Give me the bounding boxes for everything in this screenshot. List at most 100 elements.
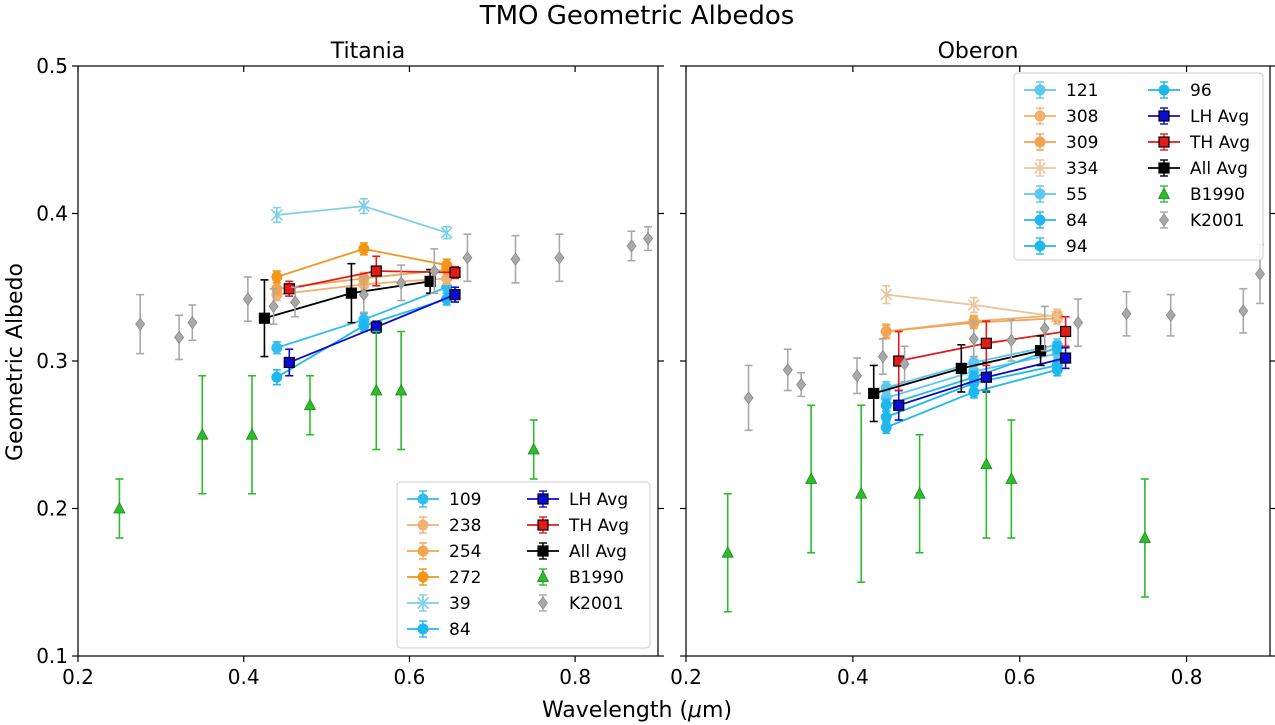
oberon-legend-entry-94-marker [1034, 240, 1046, 252]
titania-legend-entry-all-avg: All Avg [527, 542, 627, 562]
oberon-legend-entry-96-label: 96 [1190, 81, 1212, 101]
oberon-series-b1990-point [855, 486, 868, 499]
titania-legend: 109 238 254 272 39 84 LH Avg TH Avg All Avg B1990… [396, 481, 651, 649]
oberon-series-lh-avg-point [1059, 352, 1072, 364]
oberon-axes: 0.2 0.4 0.6 0.8 [670, 65, 1275, 689]
titania-legend-entry-272-label: 272 [449, 568, 481, 588]
oberon-legend-entry-334: 334 [1024, 159, 1098, 179]
oberon-series-k2001-point [782, 363, 793, 377]
titania-legend-entry-all-avg-label: All Avg [569, 542, 627, 562]
titania-series-272-point [271, 271, 283, 283]
titania-legend-entry-th-avg-label: TH Avg [568, 516, 629, 536]
titania-series-k2001-point [554, 251, 565, 265]
titania-xtick-label: 0.6 [394, 665, 426, 689]
oberon-legend-entry-55: 55 [1024, 185, 1088, 205]
oberon-series-k2001-point [1073, 315, 1084, 330]
oberon-legend-entry-lh-avg: LH Avg [1148, 107, 1249, 127]
oberon-series-96-point [880, 399, 892, 411]
titania-series-109-point [271, 342, 283, 354]
oberon-series-k2001-point [796, 377, 807, 392]
titania-xtick-label: 0.4 [228, 665, 260, 689]
oberon-series-334-point [967, 297, 980, 312]
titania-legend-entry-254-label: 254 [449, 542, 481, 562]
oberon-legend: 121 308 309 334 55 84 94 96 LH Avg TH Avg All Avg B… [1013, 72, 1264, 261]
oberon-legend-entry-th-avg-marker [1158, 136, 1170, 148]
oberon-legend-entry-309: 309 [1024, 133, 1098, 153]
oberon-legend-entry-121: 121 [1024, 81, 1098, 101]
titania-series-k2001-point [626, 239, 637, 253]
oberon-series-b1990 [721, 389, 1152, 613]
titania-series-all-avg-point [258, 312, 271, 324]
titania-legend-entry-all-avg-marker [537, 545, 549, 557]
titania-series-all-avg-point [345, 287, 358, 299]
x-axis-label: Wavelength (μm) [542, 698, 732, 723]
titania-title: Titania [330, 39, 406, 64]
titania-series-272-point [441, 259, 453, 271]
oberon-legend-entry-309-marker [1034, 136, 1046, 148]
titania-series-b1990-point [196, 427, 209, 440]
titania-ytick-label: 0.3 [36, 349, 68, 373]
titania-series-k2001-point [242, 292, 253, 306]
titania-series-39-point [357, 199, 370, 214]
titania-legend-entry-238: 238 [407, 516, 481, 536]
oberon-series-k2001 [743, 243, 1265, 432]
oberon-series-b1990-point [721, 545, 734, 558]
oberon-series-b1990-point [980, 457, 993, 470]
oberon-series-334-point [880, 287, 893, 302]
oberon-legend-entry-k2001-marker [1159, 213, 1169, 227]
titania-xtick-label: 0.2 [62, 665, 94, 689]
oberon-legend-entry-309-label: 309 [1066, 133, 1098, 153]
titania-series-k2001-point [396, 276, 407, 290]
titania-series-th-avg [283, 255, 461, 297]
titania-legend-entry-39-label: 39 [449, 594, 471, 614]
oberon-legend-entry-k2001-label: K2001 [1190, 211, 1244, 231]
titania-series-272-point [358, 243, 370, 255]
titania-series-39-line [276, 205, 447, 234]
titania-legend-box [396, 481, 651, 649]
oberon-legend-entry-55-label: 55 [1066, 185, 1088, 205]
oberon-legend-entry-all-avg-label: All Avg [1190, 159, 1248, 179]
titania-legend-entry-84-label: 84 [449, 620, 471, 640]
oberon-series-k2001-point [1165, 308, 1176, 322]
titania-ytick-label: 0.4 [36, 202, 68, 226]
oberon-series-k2001-point [877, 349, 888, 364]
titania-legend-entry-b1990-marker [536, 570, 550, 582]
chart-title: TMO Geometric Albedos [479, 1, 795, 31]
titania-series-k2001-point [187, 315, 198, 330]
oberon-series-k2001-point [1254, 267, 1265, 281]
oberon-legend-entry-b1990-label: B1990 [1190, 185, 1245, 205]
titania-ytick-label: 0.5 [36, 54, 68, 78]
titania-series-all-avg-point [424, 275, 436, 287]
titania-series-lh-avg [283, 286, 461, 377]
oberon-legend-entry-94-label: 94 [1066, 237, 1088, 257]
oberon-series-b1990-point [1005, 472, 1018, 484]
oberon-series-k2001-point [1039, 321, 1050, 336]
oberon-series-b1990-point [1138, 531, 1152, 543]
titania-legend-entry-th-avg: TH Avg [527, 516, 629, 536]
titania-series-b1990-point [303, 398, 317, 411]
oberon-series-lh-avg [893, 346, 1072, 421]
panel-oberon: Oberon 0.2 0.4 0.6 0.8 121 308 309 334 55 84 94 96 LH… [670, 39, 1275, 689]
titania-series-b1990-point [113, 501, 126, 514]
titania-series-84 [271, 292, 453, 386]
titania-legend-entry-254: 254 [407, 542, 481, 562]
y-axis-label: Geometric Albedo [3, 263, 28, 461]
oberon-legend-entry-308-marker [1034, 110, 1046, 122]
oberon-xtick-label: 0.4 [837, 665, 869, 689]
oberon-legend-entry-84-marker [1034, 214, 1046, 226]
oberon-series-k2001-point [1121, 307, 1132, 321]
titania-series-84-point [358, 320, 370, 332]
oberon-series-334 [880, 284, 1064, 325]
oberon-xtick-label: 0.6 [1004, 665, 1036, 689]
oberon-legend-entry-84: 84 [1024, 211, 1088, 231]
titania-legend-entry-39: 39 [407, 594, 471, 614]
titania-legend-entry-272: 272 [407, 568, 481, 588]
oberon-series-94-point [880, 421, 892, 433]
oberon-legend-entry-lh-avg-label: LH Avg [1190, 107, 1249, 127]
oberon-series-k2001-point [1238, 304, 1249, 318]
titania-legend-entry-254-marker [417, 545, 429, 557]
titania-legend-entry-238-marker [417, 519, 429, 531]
oberon-series-96-point [1051, 342, 1063, 354]
oberon-legend-entry-121-marker [1034, 84, 1046, 96]
